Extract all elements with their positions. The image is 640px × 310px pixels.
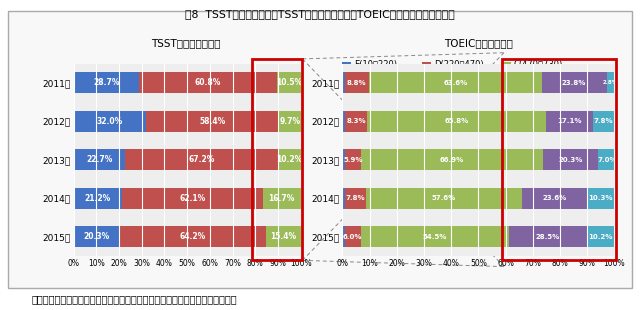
Text: 15.4%: 15.4%: [270, 232, 296, 241]
Bar: [342, 111, 345, 132]
Bar: [74, 149, 125, 170]
Text: 23.6%: 23.6%: [543, 195, 566, 201]
Bar: [279, 111, 301, 132]
Bar: [542, 72, 607, 93]
Text: 10.5%: 10.5%: [276, 78, 302, 87]
Bar: [189, 66, 197, 70]
Bar: [342, 73, 351, 77]
Text: 66.9%: 66.9%: [440, 157, 464, 163]
Text: 10.2%: 10.2%: [276, 155, 303, 164]
Text: 21.2%: 21.2%: [84, 193, 111, 203]
Bar: [125, 149, 278, 170]
Text: TSSTレベルグループ: TSSTレベルグループ: [151, 38, 220, 48]
Text: 7.8%: 7.8%: [594, 118, 613, 124]
Bar: [366, 188, 522, 209]
Bar: [342, 226, 344, 247]
Text: 60.8%: 60.8%: [195, 78, 221, 87]
Bar: [361, 149, 543, 170]
Bar: [369, 72, 542, 93]
Bar: [344, 188, 366, 209]
Text: 62.1%: 62.1%: [179, 193, 205, 203]
Text: 7.8%: 7.8%: [346, 195, 365, 201]
Bar: [502, 61, 511, 65]
Bar: [277, 72, 301, 93]
Text: 20.3%: 20.3%: [558, 157, 582, 163]
Bar: [8, 11, 632, 288]
Bar: [278, 149, 301, 170]
Text: 8.8%: 8.8%: [347, 80, 367, 86]
Text: B(730～860): B(730～860): [354, 70, 403, 80]
Text: 16.7%: 16.7%: [269, 193, 295, 203]
Bar: [361, 226, 509, 247]
Bar: [522, 188, 587, 209]
Bar: [587, 226, 614, 247]
Bar: [587, 188, 614, 209]
Text: A(860～990): A(860～990): [434, 70, 483, 80]
Bar: [344, 226, 361, 247]
Bar: [122, 188, 263, 209]
Bar: [80, 66, 88, 70]
Bar: [367, 111, 547, 132]
Text: 28.5%: 28.5%: [536, 233, 560, 240]
Text: 5.9%: 5.9%: [343, 157, 363, 163]
Text: 67.2%: 67.2%: [188, 155, 214, 164]
Text: 大学生・大学院生は、英語を「聴く・読む」、「話す」ことができる人が増え: 大学生・大学院生は、英語を「聴く・読む」、「話す」ことができる人が増え: [32, 294, 237, 304]
Text: 20.3%: 20.3%: [84, 232, 110, 241]
Bar: [120, 226, 266, 247]
Bar: [74, 72, 139, 93]
Text: 54.5%: 54.5%: [423, 233, 447, 240]
Text: 6～9: 6～9: [200, 64, 216, 73]
Text: 6.0%: 6.0%: [343, 233, 362, 240]
Text: 23.8%: 23.8%: [562, 80, 586, 86]
Bar: [74, 188, 122, 209]
Text: 22.7%: 22.7%: [86, 155, 113, 164]
Text: 64.2%: 64.2%: [180, 232, 206, 241]
Text: 10.2%: 10.2%: [588, 233, 612, 240]
Bar: [422, 73, 431, 77]
Text: 9.7%: 9.7%: [280, 117, 301, 126]
Text: 4～5: 4～5: [146, 64, 161, 73]
Bar: [74, 111, 147, 132]
Text: C(470～730): C(470～730): [514, 59, 563, 68]
Text: 32.0%: 32.0%: [97, 117, 123, 126]
Bar: [134, 66, 143, 70]
Text: D(220～470): D(220～470): [434, 59, 484, 68]
Bar: [422, 61, 431, 65]
Bar: [543, 149, 598, 170]
Bar: [342, 188, 344, 209]
Bar: [139, 72, 277, 93]
Bar: [345, 149, 361, 170]
Text: 2.8%: 2.8%: [603, 80, 618, 85]
Text: 7.0%: 7.0%: [598, 157, 618, 163]
Text: 17.1%: 17.1%: [557, 118, 582, 124]
Bar: [607, 72, 614, 93]
Text: 10.3%: 10.3%: [588, 195, 613, 201]
Bar: [345, 111, 367, 132]
Bar: [342, 61, 351, 65]
Bar: [598, 149, 617, 170]
Bar: [509, 226, 587, 247]
Text: 58.4%: 58.4%: [200, 117, 226, 126]
Bar: [342, 149, 345, 170]
Text: 57.6%: 57.6%: [432, 195, 456, 201]
Bar: [74, 226, 120, 247]
Bar: [266, 226, 301, 247]
Text: 65.8%: 65.8%: [445, 118, 469, 124]
Bar: [345, 72, 369, 93]
Bar: [147, 111, 279, 132]
Text: 63.6%: 63.6%: [443, 80, 467, 86]
Bar: [593, 111, 614, 132]
Bar: [263, 188, 301, 209]
Bar: [342, 72, 345, 93]
Text: 1～3: 1～3: [92, 64, 107, 73]
Text: TOEICテストレベル: TOEICテストレベル: [444, 38, 513, 48]
Text: E(10～220): E(10～220): [354, 59, 397, 68]
Text: 28.7%: 28.7%: [93, 78, 120, 87]
Text: 図8  TSST大学生受験者のTSSTレベルグループ・TOEICテストレベル分布推移: 図8 TSST大学生受験者のTSSTレベルグループ・TOEICテストレベル分布推…: [185, 9, 455, 19]
Text: 8.3%: 8.3%: [346, 118, 366, 124]
Bar: [547, 111, 593, 132]
